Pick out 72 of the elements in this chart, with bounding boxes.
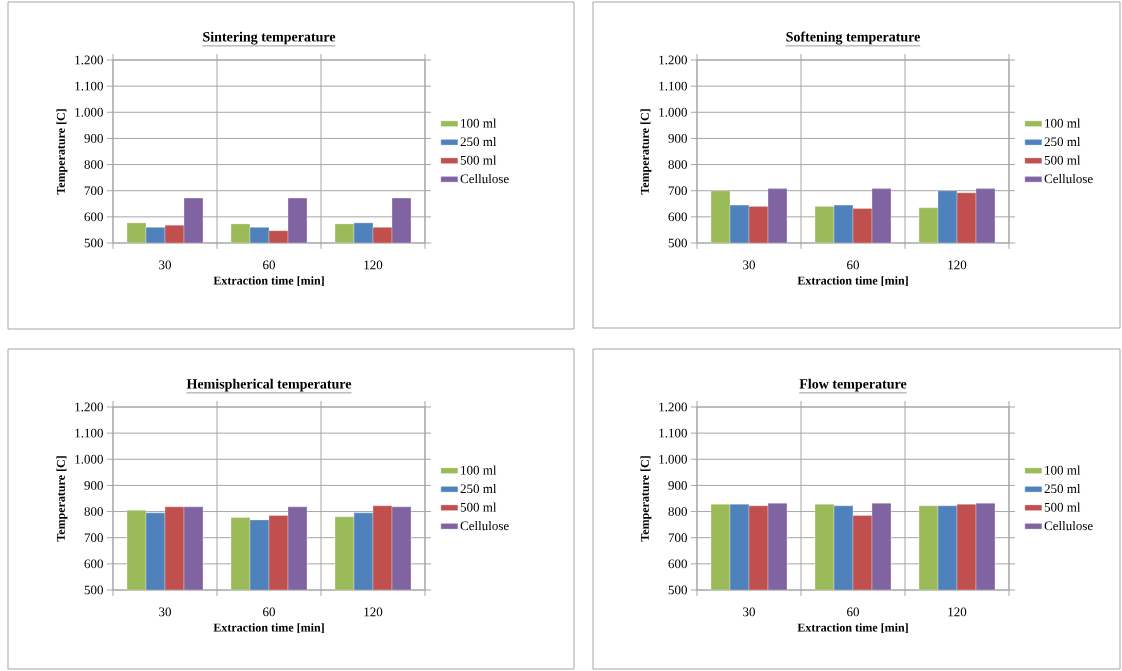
y-tick-label: 800 <box>668 160 687 169</box>
x-tick-label: 120 <box>364 260 383 270</box>
legend-label: 250 ml <box>1044 136 1081 147</box>
y-tick-label: 1.000 <box>75 454 103 464</box>
y-tick-label: 1.000 <box>659 107 687 117</box>
x-tick-label: 120 <box>948 260 967 270</box>
y-tick-label: 500 <box>668 238 687 248</box>
legend-label: 100 ml <box>461 118 497 128</box>
y-tick-label: 900 <box>84 481 103 490</box>
y-tick-label: 1.000 <box>659 454 687 464</box>
x-axis-title: Extraction time [min] <box>213 623 324 634</box>
y-axis-title: Temperature [C] <box>56 109 68 195</box>
y-tick-label: 1.100 <box>75 81 103 91</box>
y-tick-label: 1.200 <box>75 402 103 412</box>
y-tick-label: 800 <box>84 160 103 169</box>
legend-label: 500 ml <box>460 155 497 165</box>
y-tick-label: 1.100 <box>659 428 687 438</box>
x-tick-label: 120 <box>364 607 383 617</box>
legend-label: 250 ml <box>1044 483 1081 494</box>
y-tick-label: 500 <box>668 585 687 595</box>
x-tick-label: 30 <box>743 607 756 617</box>
x-axis-title: Extraction time [min] <box>797 623 908 634</box>
chart-title: Sintering temperature <box>203 31 336 45</box>
y-tick-label: 800 <box>668 507 687 516</box>
x-axis-title: Extraction time [min] <box>213 276 324 287</box>
x-tick-label: 30 <box>159 260 172 270</box>
legend-label: 250 ml <box>460 483 497 494</box>
legend-label: Cellulose <box>460 174 509 184</box>
legend-label: 250 ml <box>460 136 497 147</box>
legend-label: 500 ml <box>460 502 497 512</box>
x-axis-title: Extraction time [min] <box>797 276 908 287</box>
x-tick-label: 60 <box>263 607 276 617</box>
chart-title: Flow temperature <box>799 378 907 392</box>
y-tick-label: 900 <box>668 481 687 490</box>
y-axis-title: Temperature [C] <box>640 109 652 195</box>
x-tick-label: 60 <box>847 607 860 617</box>
legend-label: 100 ml <box>1045 118 1081 128</box>
y-axis-title: Temperature [C] <box>640 456 652 542</box>
x-tick-label: 60 <box>263 260 276 270</box>
y-tick-label: 700 <box>84 533 103 543</box>
y-tick-label: 600 <box>84 212 103 222</box>
x-tick-label: 120 <box>948 607 967 617</box>
x-tick-label: 60 <box>847 260 860 270</box>
y-tick-label: 1.200 <box>659 55 687 65</box>
y-tick-label: 700 <box>668 186 687 196</box>
y-tick-label: 600 <box>668 559 687 569</box>
legend-label: Cellulose <box>1044 521 1093 531</box>
y-tick-label: 800 <box>84 507 103 516</box>
y-tick-label: 700 <box>84 186 103 196</box>
y-tick-label: 900 <box>668 134 687 143</box>
y-tick-label: 600 <box>84 559 103 569</box>
legend-label: 100 ml <box>461 465 497 475</box>
chart-title: Hemispherical temperature <box>186 378 352 392</box>
legend-label: Cellulose <box>460 521 509 531</box>
y-tick-label: 700 <box>668 533 687 543</box>
y-tick-label: 1.100 <box>75 428 103 438</box>
y-tick-label: 600 <box>668 212 687 222</box>
legend-label: 500 ml <box>1044 502 1081 512</box>
chart-title: Softening temperature <box>786 31 920 45</box>
legend-label: Cellulose <box>1044 174 1093 184</box>
y-tick-label: 500 <box>84 238 103 248</box>
x-tick-label: 30 <box>159 607 172 617</box>
y-tick-label: 1.000 <box>75 107 103 117</box>
y-tick-label: 1.200 <box>659 402 687 412</box>
y-axis-title: Temperature [C] <box>56 456 68 542</box>
x-tick-label: 30 <box>743 260 756 270</box>
y-tick-label: 500 <box>84 585 103 595</box>
y-tick-label: 1.100 <box>659 81 687 91</box>
legend-label: 500 ml <box>1044 155 1081 165</box>
y-tick-label: 900 <box>84 134 103 143</box>
legend-label: 100 ml <box>1045 465 1081 475</box>
y-tick-label: 1.200 <box>75 55 103 65</box>
